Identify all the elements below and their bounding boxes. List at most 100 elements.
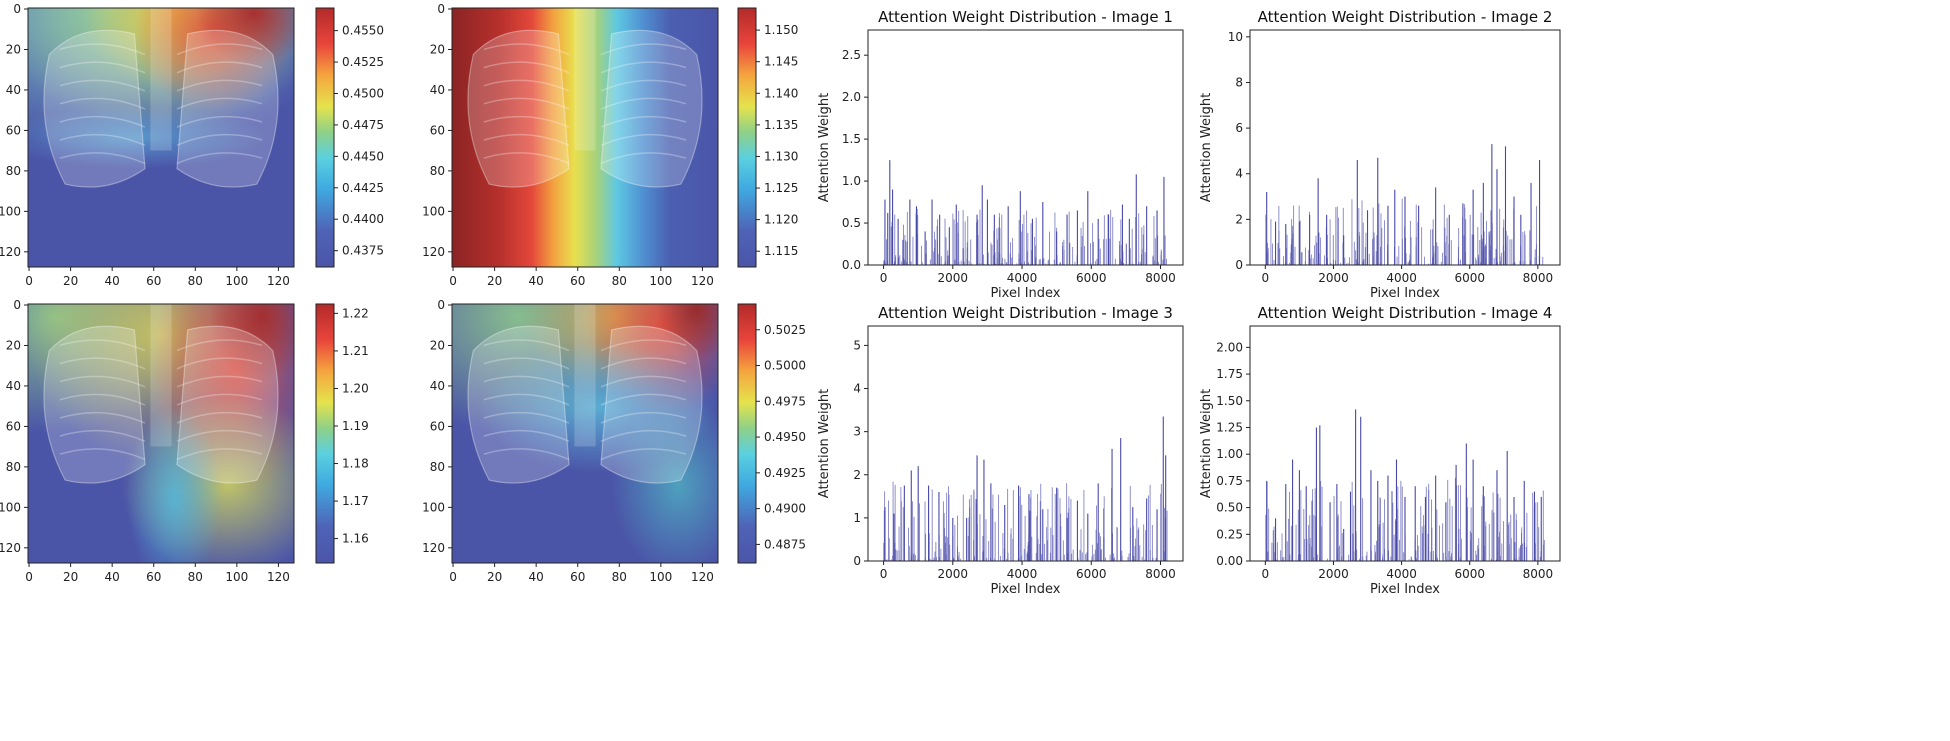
colorbar-tick-label: 0.4425 [342, 181, 384, 195]
x-tick-label: 120 [691, 274, 714, 288]
colorbar [737, 7, 757, 268]
x-tick-label: 0 [1262, 271, 1270, 285]
y-tick-label: 2 [1235, 212, 1243, 226]
colorbar-tick-label: 1.120 [764, 213, 798, 227]
rib [600, 97, 687, 110]
y-tick-label: 20 [6, 42, 21, 56]
y-tick-label: 20 [6, 338, 21, 352]
rib [176, 61, 263, 74]
x-tick-label: 40 [105, 570, 120, 584]
rib [59, 393, 146, 406]
rib [600, 115, 687, 128]
colorbar-tick-label: 1.18 [342, 457, 369, 471]
rib [483, 43, 570, 56]
rib [176, 375, 263, 388]
heatmap-panel-4: 0 20 40 60 80 100 120 0 20 40 60 80 100 120 0.4875 0.49… [422, 298, 806, 584]
y-tick-label: 40 [6, 379, 21, 393]
x-axis-label: Pixel Index [1370, 286, 1440, 301]
y-axis-label: Attention Weight [817, 93, 832, 202]
rib [59, 411, 146, 424]
y-tick-label: 2.5 [842, 48, 861, 62]
rib [176, 393, 263, 406]
y-tick-label: 0.25 [1216, 527, 1243, 541]
y-tick-label: 0 [1235, 258, 1243, 272]
y-tick-label: 0 [437, 2, 445, 16]
colorbar-tick-label: 0.4925 [764, 466, 806, 480]
lung-left [467, 29, 570, 188]
colorbar-tick-label: 1.150 [764, 23, 798, 37]
rib [483, 97, 570, 110]
colorbar-tick-label: 1.20 [342, 381, 369, 395]
rib [483, 411, 570, 424]
x-tick-label: 60 [570, 570, 585, 584]
bar-chart-4: 0 2000 4000 6000 8000 0.00 0.25 0.50 0.75 1.00 1.2… [1199, 304, 1561, 597]
rib [600, 339, 687, 352]
x-tick-label: 4000 [1386, 567, 1417, 581]
x-tick-label: 4000 [1386, 271, 1417, 285]
colorbar-tick-label: 1.140 [764, 86, 798, 100]
colorbar-tick-label: 0.4450 [342, 149, 384, 163]
heatmap-blob [195, 8, 294, 65]
colorbar-tick-label: 0.5000 [764, 359, 806, 373]
heatmap-gradient [452, 8, 718, 267]
rib [59, 448, 146, 461]
x-tick-label: 80 [188, 570, 203, 584]
bar-chart-2: 0 2000 4000 6000 8000 0 2 4 6 8 10 Attention Weight… [1199, 8, 1561, 301]
rib [176, 43, 263, 56]
rib [176, 448, 263, 461]
rib [483, 79, 570, 92]
rib [483, 393, 570, 406]
rib [176, 97, 263, 110]
rib [483, 357, 570, 370]
x-tick-label: 80 [612, 570, 627, 584]
y-tick-label: 8 [1235, 75, 1243, 89]
y-axis-label: Attention Weight [1199, 389, 1214, 498]
lung-left [43, 325, 146, 484]
y-tick-label: 0.00 [1216, 554, 1243, 568]
x-tick-label: 120 [691, 570, 714, 584]
plot-frame [867, 325, 1184, 562]
x-tick-label: 0 [1262, 567, 1270, 581]
plot-frame [1249, 29, 1561, 266]
y-tick-label: 60 [430, 123, 445, 137]
heatmap-image [452, 304, 718, 563]
y-tick-label: 1.50 [1216, 394, 1243, 408]
rib [600, 393, 687, 406]
rib [176, 115, 263, 128]
heatmap-image [28, 8, 294, 267]
x-tick-label: 2000 [1318, 567, 1349, 581]
colorbar-tick-label: 1.125 [764, 181, 798, 195]
colorbar-tick-label: 1.21 [342, 344, 369, 358]
rib [59, 79, 146, 92]
x-tick-label: 2000 [1318, 271, 1349, 285]
y-tick-label: 60 [430, 419, 445, 433]
x-tick-label: 0 [449, 570, 457, 584]
rib [600, 448, 687, 461]
y-tick-label: 80 [430, 164, 445, 178]
y-tick-label: 40 [430, 379, 445, 393]
rib [59, 115, 146, 128]
rib [600, 375, 687, 388]
x-tick-label: 4000 [1007, 271, 1038, 285]
y-tick-label: 120 [422, 245, 445, 259]
rib [600, 79, 687, 92]
y-tick-label: 0 [853, 554, 861, 568]
x-tick-label: 60 [146, 570, 161, 584]
rib [483, 115, 570, 128]
x-tick-label: 8000 [1145, 271, 1176, 285]
y-tick-label: 100 [0, 204, 21, 218]
y-tick-label: 4 [853, 382, 861, 396]
y-tick-label: 1 [853, 511, 861, 525]
y-tick-label: 120 [422, 541, 445, 555]
filler-bars [1265, 477, 1545, 561]
y-tick-label: 1.0 [842, 174, 861, 188]
colorbar-tick-label: 1.16 [342, 532, 369, 546]
y-tick-label: 6 [1235, 121, 1243, 135]
y-tick-label: 2 [853, 468, 861, 482]
plot-frame [867, 29, 1184, 266]
rib [483, 152, 570, 165]
heatmap-frame [451, 7, 719, 268]
x-tick-label: 60 [570, 274, 585, 288]
y-tick-label: 0 [13, 2, 21, 16]
